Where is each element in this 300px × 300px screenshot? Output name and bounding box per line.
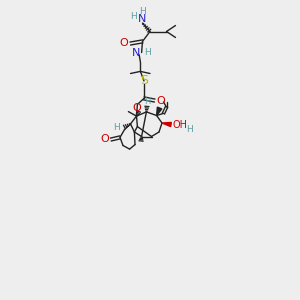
Text: OH: OH [172,119,188,130]
Text: O: O [132,103,141,113]
Text: H: H [144,48,151,57]
Text: H: H [186,125,193,134]
Text: N: N [132,47,140,58]
Text: O: O [100,134,109,145]
Text: H: H [144,97,150,106]
Text: H: H [114,123,120,132]
Text: H: H [139,8,146,16]
Polygon shape [162,122,171,127]
Text: O: O [157,95,166,106]
Text: N: N [138,14,147,25]
Polygon shape [157,107,162,116]
Text: O: O [119,38,128,49]
Text: S: S [140,74,148,88]
Text: H: H [130,12,137,21]
